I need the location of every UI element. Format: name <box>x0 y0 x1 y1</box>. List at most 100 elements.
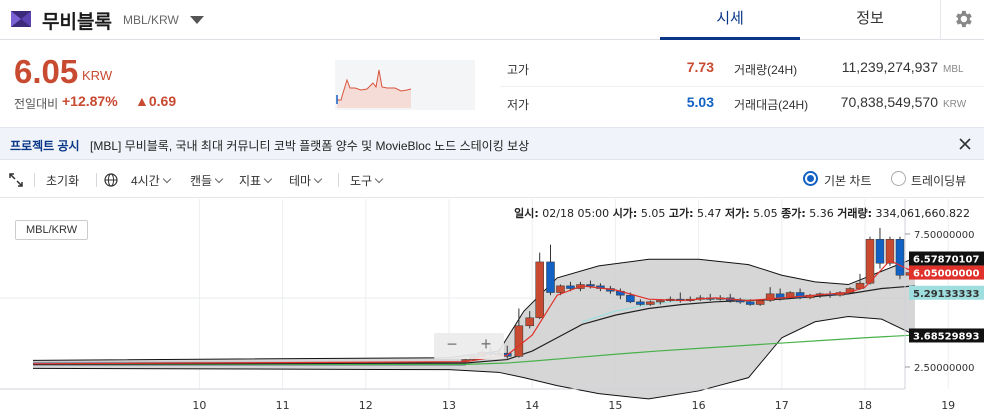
coin-header: 무비블록 MBL/KRW 시세 정보 <box>0 0 984 40</box>
notice-link[interactable]: [MBL] 무비블록, 국내 최대 커뮤니티 코박 플랫폼 양수 및 Movie… <box>90 139 530 153</box>
reset-button[interactable]: 초기화 <box>46 174 80 188</box>
high-value: 7.73 <box>686 59 714 75</box>
change-amount: ▲0.69 <box>135 93 177 109</box>
x-tick-label: 17 <box>775 399 789 412</box>
y-tick-label: 7.50000000 <box>914 230 974 241</box>
close-value: 5.36 <box>809 207 834 220</box>
low-value: 5.03 <box>686 94 714 110</box>
candle-down <box>745 301 755 305</box>
tools-dropdown[interactable]: 도구 <box>350 172 384 189</box>
tradingview-label[interactable]: 트레이딩뷰 <box>911 174 967 188</box>
candle-down <box>636 301 645 305</box>
chevron-down-icon <box>162 174 172 184</box>
sparkline-chart <box>335 60 475 110</box>
price-label: 6.05000000 <box>913 269 979 280</box>
expand-icon[interactable] <box>9 173 23 187</box>
interval-dropdown[interactable]: 4시간 <box>131 172 172 189</box>
price-label-box <box>909 265 984 280</box>
x-tick-label: 15 <box>608 399 622 412</box>
candle-down <box>566 285 575 289</box>
gear-icon[interactable] <box>952 8 974 30</box>
candlestick-chart[interactable]: 7.50000000 2.50000000 6.57870107 6.05000000… <box>0 199 984 420</box>
change-rate: +12.87% <box>62 93 118 109</box>
candle-up <box>755 300 765 305</box>
interval-label: 4시간 <box>131 174 160 188</box>
chart-pair-badge: MBL/KRW <box>15 220 89 240</box>
low-value-ohlc: 5.05 <box>753 207 778 220</box>
basic-chart-label[interactable]: 기본 차트 <box>824 174 872 188</box>
amount-unit: KRW <box>943 99 967 110</box>
toolbar-divider <box>338 173 339 187</box>
current-price: 6.05 <box>14 53 79 90</box>
change-label: 전일대비 <box>14 97 59 111</box>
y-tick-label: 2.50000000 <box>914 363 974 374</box>
candle-up <box>885 239 895 264</box>
candle-up <box>656 300 665 303</box>
x-tick-label: 10 <box>192 399 206 412</box>
toolbar-divider <box>34 173 35 187</box>
movibloc-logo-icon <box>11 11 31 27</box>
close-icon[interactable] <box>957 136 973 152</box>
volume-label: 거래량(24H) <box>734 63 798 77</box>
candle-up <box>535 261 544 319</box>
candle-up <box>514 325 524 357</box>
x-tick-label: 16 <box>692 399 706 412</box>
tools-label: 도구 <box>350 174 373 188</box>
volume-value: 11,239,274,937 <box>841 59 938 75</box>
candle-down <box>735 300 745 303</box>
chevron-down-icon <box>214 174 224 184</box>
candle-label: 캔들 <box>190 174 213 188</box>
volume-label-ohlc: 거래량: <box>837 207 873 220</box>
open-label: 시가: <box>612 207 638 220</box>
candle-dropdown[interactable]: 캔들 <box>190 172 224 189</box>
ohlc-readout: 일시: 02/18 05:00 시가: 5.05 고가: 5.47 저가: 5.… <box>0 205 970 221</box>
candle-down <box>626 294 635 303</box>
coin-name: 무비블록 <box>42 12 112 33</box>
chevron-down-icon <box>374 174 384 184</box>
indicator-label: 지표 <box>239 174 262 188</box>
indicator-dropdown[interactable]: 지표 <box>239 172 273 189</box>
x-tick-label: 11 <box>276 399 290 412</box>
volume-unit: MBL <box>943 64 964 75</box>
notice-label: 프로젝트 공시 <box>10 139 80 153</box>
tab-info[interactable]: 정보 <box>856 10 884 27</box>
sparkline-line <box>337 69 412 101</box>
price-label: 5.29133333 <box>913 289 979 300</box>
x-tick-label: 13 <box>442 399 456 412</box>
amount-label: 거래대금(24H) <box>734 98 809 112</box>
toolbar-divider <box>96 173 97 187</box>
price-currency: KRW <box>82 68 113 83</box>
x-tick-label: 19 <box>941 399 955 412</box>
candle-up <box>556 285 565 293</box>
header-divider <box>940 0 941 40</box>
theme-label: 테마 <box>289 174 312 188</box>
tab-quote[interactable]: 시세 <box>660 0 800 40</box>
basic-chart-radio[interactable] <box>803 171 818 186</box>
candle-up <box>785 292 795 299</box>
candle-up <box>646 301 655 305</box>
globe-icon[interactable] <box>104 173 118 187</box>
high-label: 고가 <box>507 63 530 77</box>
price-label: 6.57870107 <box>913 255 979 266</box>
chevron-down-icon <box>313 174 323 184</box>
volume-value-ohlc: 334,061,660.822 <box>875 207 970 220</box>
date-value: 02/18 05:00 <box>542 207 610 220</box>
low-label-ohlc: 저가: <box>724 207 750 220</box>
close-label: 종가: <box>781 207 806 220</box>
candle-down <box>795 292 805 299</box>
amount-value: 70,838,549,570 <box>840 94 938 110</box>
stats-divider <box>500 86 984 87</box>
theme-dropdown[interactable]: 테마 <box>289 172 323 189</box>
coin-dropdown-icon[interactable] <box>190 16 204 24</box>
zoom-controls: − + <box>434 333 504 359</box>
candle-down <box>546 261 555 293</box>
candle-up <box>865 239 875 284</box>
tradingview-radio[interactable] <box>891 171 906 186</box>
chart-toolbar: 초기화 4시간 캔들 지표 테마 도구 기본 차트 트레이딩뷰 <box>0 161 984 198</box>
zoom-in-button[interactable]: + <box>480 334 492 354</box>
candle-down <box>586 284 595 287</box>
chevron-down-icon <box>263 174 273 184</box>
zoom-out-button[interactable]: − <box>446 334 458 354</box>
bollinger-lower-line <box>32 315 916 400</box>
open-value: 5.05 <box>640 207 666 220</box>
